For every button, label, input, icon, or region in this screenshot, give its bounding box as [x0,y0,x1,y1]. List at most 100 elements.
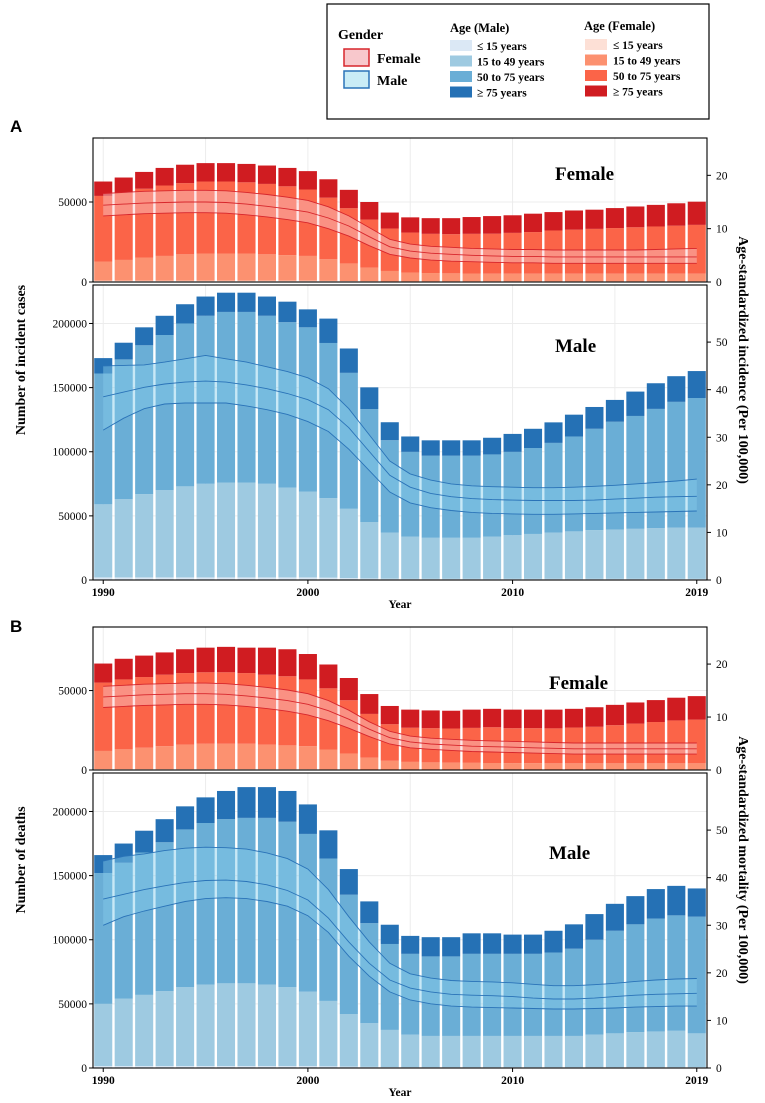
a-female-bar-1994-seg-2 [176,183,195,255]
b-male-bar-2002-seg-1 [339,1014,358,1067]
b-male-bar-2008-seg-1 [462,1035,481,1068]
a-female-bar-2001-seg-0 [319,280,338,282]
a-male-bar-2019-seg-2 [687,397,706,528]
a-male-bar-2004-seg-0 [380,578,399,580]
b-female-bar-1997-seg-2 [237,673,256,744]
a-male-bar-2013-seg-1 [564,531,583,579]
b-male-bar-1996-seg-3 [217,790,236,820]
a-male-title: Male [555,336,596,357]
a-male-bar-2000-seg-2 [298,327,317,492]
a-male-bar-1991-seg-3 [114,342,133,360]
a-male-bar-1993-seg-3 [155,315,174,336]
a-male-bar-1990-seg-0 [94,577,113,580]
legend-female-age-title: Age (Female) [584,19,655,33]
a-male-bar-1994-seg-2 [176,323,195,487]
a-male-bar-2004-seg-1 [380,532,399,579]
b-male-bar-1991-seg-1 [114,998,133,1067]
legend-male-age-title: Age (Male) [450,21,509,35]
legend-female-label-3: ≥ 75 years [613,87,663,99]
a-male-bar-2001-seg-2 [319,342,338,499]
a-male-y2tick-label: 50 [716,337,728,349]
b-male-bar-1991-seg-2 [114,862,133,999]
a-female-bar-2000-seg-3 [298,171,317,190]
b-male-bar-1998-seg-1 [257,984,276,1067]
a-female-ytick-label: 0 [81,277,87,289]
b-male-bar-2011-seg-2 [524,953,543,1036]
a-female-bar-2003-seg-1 [360,267,379,282]
a-female-bar-2012-seg-3 [544,212,563,231]
a-male-bar-2000-seg-3 [298,309,317,328]
b-female-y2tick-label: 10 [716,712,728,724]
a-female-bar-2009-seg-3 [483,216,502,234]
b-male-bar-2010-seg-1 [503,1035,522,1068]
panel-a-right-axis-title: Age-standardized incidence (Per 100,000) [735,236,750,484]
a-female-bar-2013-seg-3 [564,210,583,230]
panel-a-left-axis-title: Number of incident cases [14,284,29,435]
a-male-bar-2008-seg-2 [462,455,481,538]
a-female-bar-1995-seg-3 [196,163,215,182]
a-female-rate-high-line [103,189,697,251]
a-female-bar-1997-seg-0 [237,280,256,282]
b-male-bar-1994-seg-2 [176,829,195,988]
a-male-rate-band [103,355,697,515]
b-female-bar-1999-seg-1 [278,745,297,770]
a-female-bar-1992-seg-3 [135,171,154,189]
a-female-bar-2014-seg-2 [585,228,604,274]
b-female-bar-1995-seg-3 [196,647,215,673]
a-male-y2tick-label: 10 [716,527,728,539]
b-female-bar-2019-seg-3 [687,696,706,720]
a-male-bar-2005-seg-0 [401,578,420,580]
b-female-bar-1991-seg-1 [114,749,133,770]
b-male-bar-1996-seg-1 [217,983,236,1067]
a-female-bar-2017-seg-1 [646,273,665,282]
b-female-bar-2018-seg-2 [667,720,686,764]
b-male-xtick-label: 2010 [501,1075,524,1087]
a-female-bar-2010-seg-3 [503,215,522,233]
a-female-bar-1995-seg-1 [196,253,215,281]
b-male-bar-2006-seg-1 [421,1035,440,1068]
b-female-rate-low-line [103,703,697,755]
a-male-ytick-label: 150000 [53,383,88,395]
a-female-bar-2004-seg-1 [380,270,399,282]
a-male-bar-1994-seg-1 [176,486,195,578]
b-female-bar-2006-seg-1 [421,762,440,770]
a-male-bar-2002-seg-1 [339,508,358,579]
a-male-bar-2002-seg-2 [339,372,358,509]
a-male-bar-2010-seg-1 [503,535,522,579]
a-female-bar-2005-seg-1 [401,272,420,282]
legend-male-label-0: ≤ 15 years [477,41,527,53]
a-male-bar-1996-seg-3 [217,292,236,312]
a-female-bar-2015-seg-1 [605,273,624,282]
b-male-rate-high-line [103,846,697,987]
b-female-bar-2003-seg-2 [360,713,379,758]
b-female-bar-1990-seg-3 [94,663,113,683]
b-female-bar-1995-seg-1 [196,743,215,770]
b-female-bar-1994-seg-3 [176,649,195,674]
b-male-bar-1995-seg-0 [196,1066,215,1068]
b-male-bar-2004-seg-1 [380,1029,399,1068]
a-male-xtick-label: 2019 [685,587,708,599]
a-male-y2tick-label: 20 [716,480,728,492]
b-male-bar-1996-seg-2 [217,819,236,984]
b-male-bar-2009-seg-2 [483,953,502,1036]
a-female-bar-1999-seg-0 [278,280,297,282]
b-female-frame [92,626,708,771]
b-male-xtick-label: 2019 [685,1075,708,1087]
a-male-bar-2008-seg-0 [462,578,481,580]
plots: 05000001020Female05000010000015000020000… [53,137,728,1099]
a-female-bar-1994-seg-0 [176,280,195,282]
b-male-bar-2018-seg-2 [667,915,686,1031]
b-male-y2tick-label: 50 [716,825,728,837]
legend-female-swatch-0 [585,39,607,50]
a-female-bar-1990-seg-3 [94,181,113,196]
b-female-y2tick-label: 20 [716,659,728,671]
a-male-bar-2017-seg-3 [646,383,665,409]
b-male-y2tick-label: 40 [716,873,728,885]
a-male-bar-2013-seg-2 [564,436,583,532]
b-male-bar-2006-seg-3 [421,937,440,957]
a-male-bar-2009-seg-3 [483,437,502,455]
b-male-ytick-label: 200000 [53,806,88,818]
a-male-bar-1993-seg-1 [155,490,174,578]
a-male-plot-area [93,285,707,580]
